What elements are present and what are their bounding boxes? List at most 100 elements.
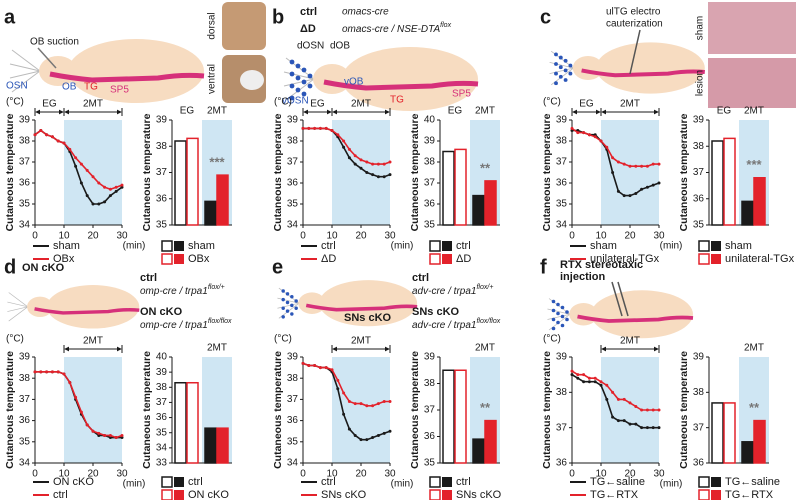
series-point [330,368,334,372]
legend-label: sham [590,240,617,252]
series-point [382,431,386,435]
legend-label: TG←saline [590,476,645,488]
legend-label: ΔD [456,253,471,265]
bar [711,140,724,226]
bar [204,200,217,226]
legend-label: ctrl [321,240,336,252]
legend-label: unilateral-TGx [725,253,795,265]
series-point [353,433,357,437]
series-point [324,126,328,130]
electrode [629,29,641,75]
bar [472,194,485,226]
shade [64,357,122,463]
series-line [35,371,123,439]
legend-swatch [711,477,721,487]
series-point [114,436,118,440]
y-tick-label: 34 [287,458,299,469]
y-tick-label: 38 [693,141,705,152]
y-tick-label: 37 [19,157,31,168]
x-tick-label: 30 [384,231,396,242]
schematic-label: vOB [344,77,364,88]
x-tick-label: 10 [326,469,338,480]
y-tick-label: 35 [19,436,31,447]
y-tick-label: 36 [693,458,705,469]
category-label: 2MT [475,106,495,117]
bar [741,441,754,464]
bar [216,174,229,226]
schematic-label: dOB [330,41,350,52]
legend-swatch [174,477,184,487]
series-point [342,139,346,143]
y-tick-label: 37 [287,394,299,405]
series-point [50,370,54,374]
series-point [108,436,112,440]
series-point [616,419,620,423]
series-point [640,408,644,412]
y-tick-label: 40 [424,115,436,126]
photo-label: lesion [695,70,706,96]
x-tick-label: 0 [32,469,38,480]
shade [64,120,122,225]
span-label: EG [42,99,57,110]
x-tick-label: 10 [58,469,70,480]
span-label: 2MT [620,336,640,347]
schematic-label: TG [390,95,404,106]
genotype-name: ON cKO [140,306,183,318]
legend-label: ON cKO [188,489,229,500]
x-tick-label: 20 [624,469,636,480]
legend-swatch [442,254,452,264]
series-point [593,133,597,137]
photo [708,2,796,54]
schematic-label: TG [84,82,98,93]
series-point [313,363,317,367]
legend-label: ON cKO [53,476,94,488]
y-tick-label: 36 [693,193,705,204]
series-point [576,376,580,380]
series-point [657,181,661,185]
y-tick-label: 35 [19,199,31,210]
series-point [576,131,580,135]
series-point [371,162,375,166]
genotype-text: omp-cre / trpa1 [140,286,208,297]
series-point [593,380,597,384]
span-label: 2MT [83,336,103,347]
genotype-sup: flox/flox [476,318,500,325]
series-point [634,422,638,426]
genotype-line: omp-cre / trpa1flox/flox [140,318,232,331]
series-point [605,397,609,401]
y-axis-label: Cutaneous temperature [541,113,553,231]
series-point [324,366,328,370]
series-point [587,376,591,380]
panel-letter: b [272,6,284,28]
bar [454,148,467,226]
bar [442,369,455,464]
y-tick-label: 34 [19,458,31,469]
x-tick-label: 0 [300,231,306,242]
series-point [570,373,574,377]
legend-label: SNs cKO [456,489,502,500]
bar [484,419,497,464]
series-point [651,162,655,166]
series-point [388,173,392,177]
y-tick-label: 37 [424,405,436,416]
series-point [91,202,95,206]
y-tick-label: 36 [424,431,436,442]
series-point [97,431,101,435]
y-tick-label: 38 [556,136,568,147]
series-point [120,433,124,437]
series-point [85,168,89,172]
category-label: EG [717,106,732,117]
series-point [605,145,609,149]
legend-label: sham [725,240,752,252]
series-point [301,361,305,365]
series-point [371,404,375,408]
series-line [571,370,659,411]
genotype-text: omp-cre / trpa1 [140,320,208,331]
series-point [301,126,305,130]
series-point [634,404,638,408]
series-line [303,127,391,165]
series-point [628,194,632,198]
y-tick-label: 39 [556,352,568,363]
series-point [657,162,661,166]
series-point [353,154,357,158]
